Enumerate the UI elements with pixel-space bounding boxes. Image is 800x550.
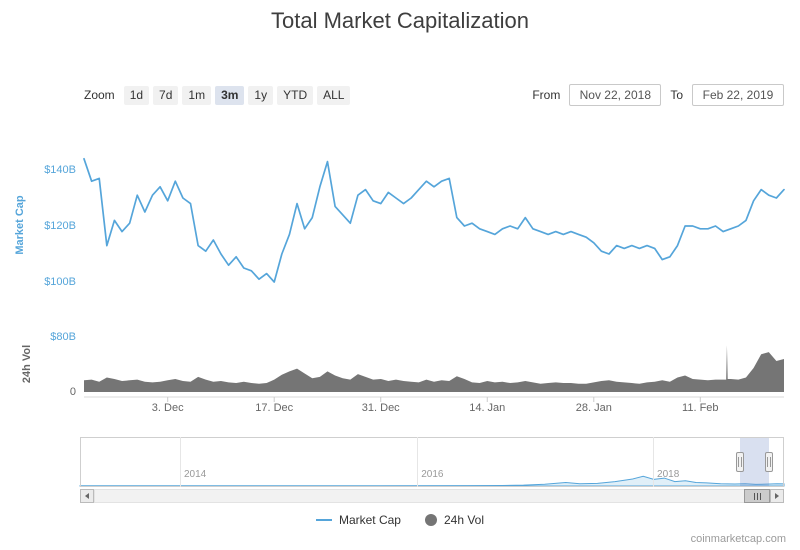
range-button-7d[interactable]: 7d xyxy=(153,85,179,105)
to-date-input[interactable] xyxy=(692,84,784,106)
x-axis-label: 3. Dec xyxy=(151,402,184,414)
x-axis-label: 28. Jan xyxy=(575,402,612,414)
vol-ytick-0: 0 xyxy=(69,386,76,398)
from-label: From xyxy=(532,88,561,102)
from-date-input[interactable] xyxy=(569,84,662,106)
vol-ytick-80: $80B xyxy=(50,331,76,343)
thumb-grip xyxy=(759,492,761,500)
range-button-1m[interactable]: 1m xyxy=(182,85,212,105)
navigator-mask-selected[interactable] xyxy=(740,438,769,486)
left-arrow-icon xyxy=(85,493,89,499)
circle-marker-icon xyxy=(424,514,437,526)
navigator[interactable] xyxy=(80,437,784,487)
thumb-grip xyxy=(756,492,758,500)
market-cap-line-series[interactable] xyxy=(83,157,785,283)
handle-grip xyxy=(766,457,768,467)
navigator-series xyxy=(79,475,785,487)
handle-grip xyxy=(741,457,743,467)
watermark: coinmarketcap.com xyxy=(690,533,786,545)
scrollbar-left-button[interactable] xyxy=(80,489,94,503)
zoom-label: Zoom xyxy=(84,88,115,102)
navigator-year-label: 2014 xyxy=(183,469,207,480)
handle-grip xyxy=(769,457,771,467)
mc-ytick-120: $120B xyxy=(44,220,76,232)
navigator-year-label: 2018 xyxy=(657,469,680,480)
navigator-handle-left[interactable] xyxy=(736,452,745,472)
mc-ytick-100: $100B xyxy=(44,276,76,288)
handle-grip xyxy=(738,457,740,467)
mc-ytick-140: $140B xyxy=(44,164,76,176)
legend-label: 24h Vol xyxy=(443,513,485,527)
scrollbar-thumb[interactable] xyxy=(744,489,770,503)
navigator-gridline xyxy=(653,437,655,487)
range-button-ytd[interactable]: YTD xyxy=(277,85,314,105)
to-label: To xyxy=(670,88,683,102)
range-button-1d[interactable]: 1d xyxy=(123,85,150,105)
range-button-3m[interactable]: 3m xyxy=(215,85,245,105)
x-axis-label: 14. Jan xyxy=(469,402,506,414)
thumb-grip xyxy=(753,492,755,500)
navigator-handle-right[interactable] xyxy=(764,452,773,472)
range-toolbar: Zoom 1d 7d 1m 3m 1y YTD ALL From To xyxy=(84,84,784,106)
legend-item-market-cap[interactable]: Market Cap xyxy=(315,513,401,527)
vol-axis-title: 24h Vol xyxy=(21,344,33,384)
navigator-gridline xyxy=(417,437,419,487)
range-button-1y[interactable]: 1y xyxy=(248,85,274,105)
x-axis-ticks xyxy=(167,397,701,402)
x-axis-label: 31. Dec xyxy=(361,402,400,414)
navigator-year-label: 2016 xyxy=(421,469,444,480)
x-axis-label: 17. Dec xyxy=(255,402,294,414)
legend-label: Market Cap xyxy=(338,513,401,527)
legend: Market Cap 24h Vol xyxy=(0,513,800,527)
volume-area-series[interactable] xyxy=(84,345,784,392)
range-button-all[interactable]: ALL xyxy=(317,85,351,105)
mc-axis-title: Market Cap xyxy=(14,195,26,255)
line-marker-icon xyxy=(315,519,332,521)
scrollbar-right-button[interactable] xyxy=(770,489,784,503)
navigator-gridline xyxy=(179,437,181,487)
legend-item-24h-vol[interactable]: 24h Vol xyxy=(424,513,485,527)
scrollbar-track[interactable] xyxy=(94,489,770,503)
right-arrow-icon xyxy=(775,493,779,499)
x-axis-label: 11. Feb xyxy=(682,402,719,414)
page-title: Total Market Capitalization xyxy=(270,8,529,33)
